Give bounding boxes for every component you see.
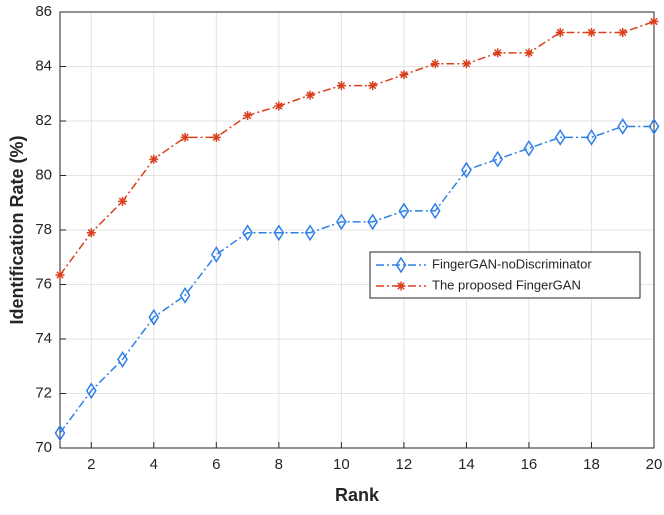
x-tick-label: 14 bbox=[458, 456, 475, 473]
marker bbox=[396, 281, 406, 291]
marker bbox=[555, 27, 565, 37]
marker bbox=[430, 59, 440, 69]
marker bbox=[335, 213, 347, 231]
y-tick-label: 70 bbox=[35, 439, 52, 456]
x-tick-label: 12 bbox=[396, 456, 413, 473]
marker bbox=[85, 382, 97, 400]
x-tick-label: 6 bbox=[212, 456, 220, 473]
marker bbox=[211, 132, 221, 142]
marker bbox=[554, 128, 566, 146]
x-tick-label: 10 bbox=[333, 456, 350, 473]
marker bbox=[586, 27, 596, 37]
legend-label: The proposed FingerGAN bbox=[432, 277, 581, 292]
plot-frame bbox=[59, 11, 655, 449]
marker bbox=[243, 111, 253, 121]
marker bbox=[461, 161, 472, 179]
y-tick-label: 72 bbox=[35, 384, 52, 401]
y-tick-label: 76 bbox=[35, 275, 52, 292]
marker bbox=[304, 224, 316, 242]
marker bbox=[54, 424, 66, 442]
y-tick-label: 84 bbox=[35, 57, 52, 74]
marker bbox=[648, 118, 660, 135]
marker bbox=[242, 224, 253, 242]
series-line bbox=[59, 20, 655, 276]
marker bbox=[618, 27, 628, 37]
y-tick-label: 78 bbox=[35, 221, 52, 238]
y-tick-label: 74 bbox=[35, 330, 52, 347]
marker bbox=[305, 90, 315, 100]
marker bbox=[368, 81, 378, 91]
legend-label: FingerGAN-noDiscriminator bbox=[432, 256, 592, 271]
marker bbox=[148, 308, 160, 326]
series-line bbox=[59, 125, 654, 434]
marker bbox=[461, 59, 471, 69]
x-tick-label: 8 bbox=[275, 456, 283, 473]
marker bbox=[523, 139, 535, 157]
marker bbox=[367, 213, 379, 231]
marker bbox=[524, 48, 534, 58]
marker bbox=[492, 150, 504, 168]
x-axis-label: Rank bbox=[335, 485, 380, 505]
marker bbox=[149, 154, 159, 164]
marker bbox=[118, 196, 128, 206]
marker bbox=[273, 224, 285, 242]
marker bbox=[180, 132, 190, 142]
marker bbox=[399, 70, 409, 80]
marker bbox=[493, 48, 503, 58]
y-tick-label: 80 bbox=[35, 166, 52, 183]
marker bbox=[395, 256, 407, 274]
y-tick-label: 86 bbox=[35, 3, 52, 20]
y-tick-label: 82 bbox=[35, 112, 52, 129]
marker bbox=[55, 270, 65, 280]
x-tick-label: 4 bbox=[150, 456, 158, 473]
x-tick-label: 2 bbox=[87, 456, 95, 473]
marker bbox=[336, 81, 346, 91]
x-tick-label: 18 bbox=[583, 456, 600, 473]
x-tick-label: 16 bbox=[521, 456, 538, 473]
marker bbox=[117, 351, 128, 368]
marker bbox=[429, 202, 441, 220]
x-tick-label: 20 bbox=[646, 456, 663, 473]
marker bbox=[274, 101, 284, 111]
marker bbox=[586, 128, 597, 146]
marker bbox=[398, 202, 410, 220]
legend-box bbox=[369, 251, 641, 299]
legend: FingerGAN-noDiscriminator The proposed Fi… bbox=[369, 251, 641, 299]
marker bbox=[210, 246, 222, 263]
marker bbox=[179, 287, 191, 304]
marker bbox=[86, 228, 96, 238]
marker bbox=[649, 17, 659, 27]
marker bbox=[617, 118, 629, 135]
y-axis-label: Identification Rate (%) bbox=[7, 135, 27, 324]
